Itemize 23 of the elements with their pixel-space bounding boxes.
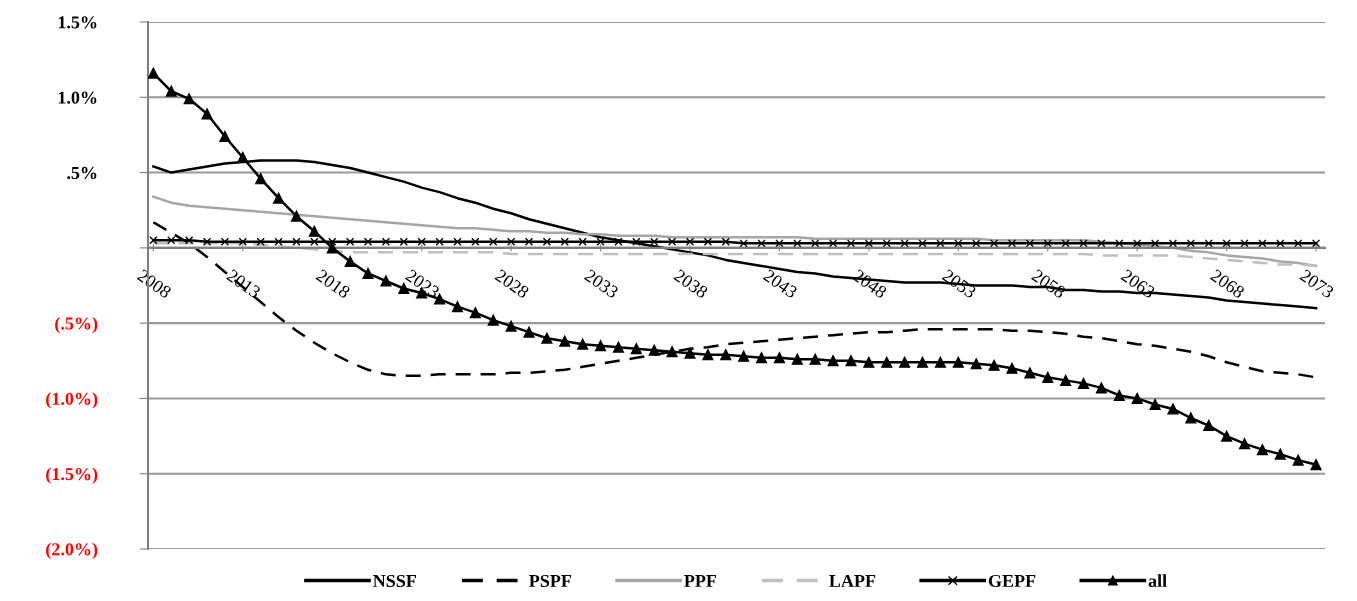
legend-label: PSPF [529,574,572,588]
x-tick-label: 2073 [1299,268,1335,299]
legend-label: LAPF [829,574,876,587]
y-tick-label: (.5%) [55,316,98,334]
x-tick-label: 2033 [583,268,620,299]
y-tick-label: .5% [67,166,97,180]
x-tick-label: 2068 [1209,268,1246,299]
legend-label: all [1148,574,1167,588]
legend-label: GEPF [988,574,1036,588]
line-series [152,195,1318,268]
x-tick-label: 2043 [762,268,799,299]
x-tick-label: 2063 [1120,268,1156,299]
legend-label: PPF [684,575,717,587]
legend-label: NSSF [373,574,416,588]
x-tick-label: 2018 [315,268,351,299]
y-tick-label: (1.0%) [46,392,98,409]
line-series [152,242,1318,268]
y-tick-label: (1.5%) [46,467,98,484]
y-tick-label: (2.0%) [46,542,98,560]
y-tick-label: 1.0% [58,91,97,104]
x-tick-label: 2038 [673,268,709,299]
y-tick-label: 1.5% [58,16,97,29]
x-tick-label: 2028 [494,268,530,299]
